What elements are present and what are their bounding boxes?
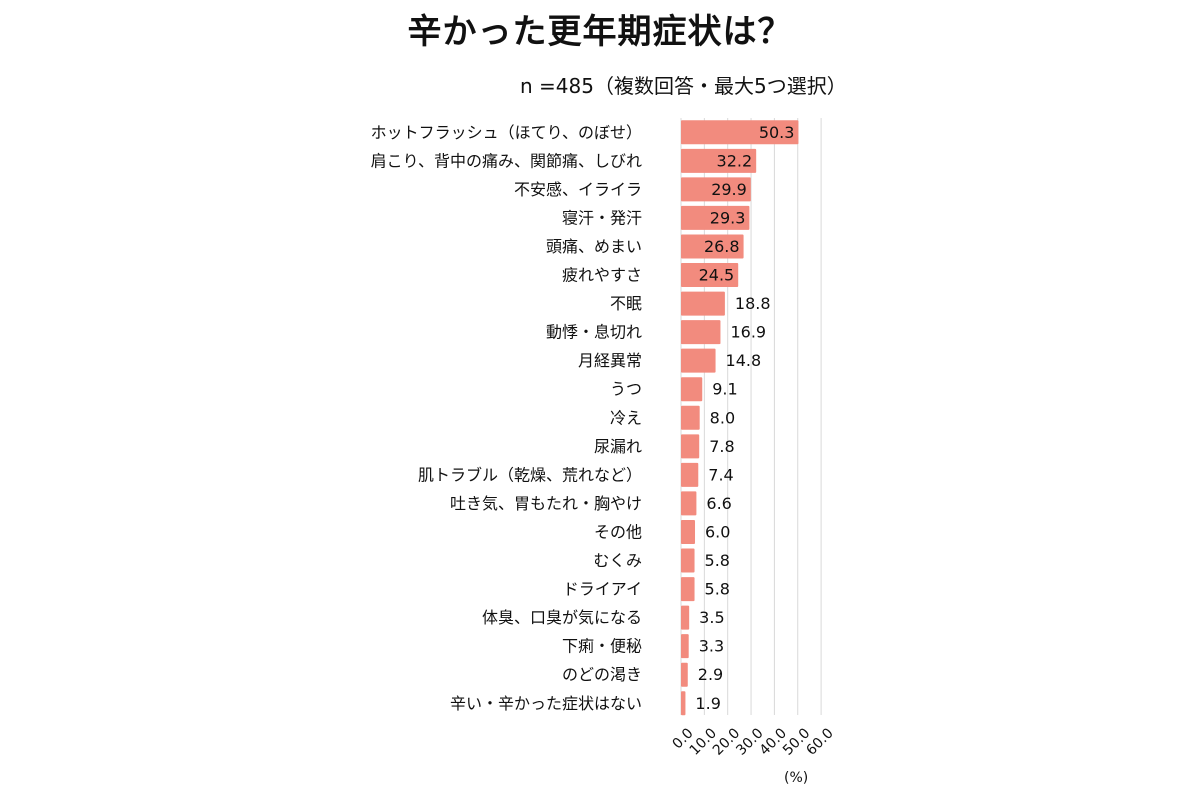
bar [681,634,689,659]
value-label: 9.1 [712,380,737,399]
value-label: 5.8 [705,580,730,599]
category-label: ホットフラッシュ（ほてり、のぼせ） [371,123,642,142]
bar [681,348,716,373]
bar [681,263,739,288]
value-label: 6.0 [705,522,730,541]
value-label: 1.9 [695,694,720,713]
bar [681,205,750,230]
bar [681,177,751,202]
category-label: むくみ [593,551,642,570]
value-label: 7.4 [708,465,733,484]
value-label: 3.3 [699,637,724,656]
bar [681,320,721,345]
value-label: 24.5 [699,266,735,285]
category-label: 疲れやすさ [562,266,642,285]
value-label: 5.8 [705,551,730,570]
category-label: 月経異常 [578,351,642,370]
value-label: 6.6 [706,494,731,513]
value-label: 32.2 [717,151,753,170]
value-label: 2.9 [698,665,723,684]
category-label: 吐き気、胃もたれ・胸やけ [450,494,642,513]
value-label: 26.8 [704,237,740,256]
bar [681,434,700,459]
bar [681,662,688,687]
bar [681,234,744,259]
bar [681,691,686,716]
category-label: 肌トラブル（乾燥、荒れなど） [418,465,642,484]
value-label: 16.9 [730,323,766,342]
value-label: 50.3 [759,123,795,142]
bar [681,605,690,630]
labels: 0.010.020.030.040.050.060.0ホットフラッシュ（ほてり、… [371,123,837,759]
value-label: 18.8 [735,294,771,313]
value-label: 14.8 [726,351,762,370]
chart-title: 辛かった更年期症状は？ [407,12,793,52]
category-label: のどの渇き [562,665,642,684]
category-label: 不安感、イライラ [514,180,642,199]
bar [681,120,799,145]
bar [681,148,757,173]
category-label: 不眠 [610,294,642,313]
x-tick-label: 60.0 [803,725,836,758]
category-label: 辛い・辛かった症状はない [450,694,642,713]
category-label: 尿漏れ [594,437,642,456]
bar [681,491,697,516]
bar [681,377,703,402]
value-label: 3.5 [699,608,724,627]
value-label: 7.8 [709,437,734,456]
bar [681,405,700,430]
category-label: ドライアイ [563,580,642,599]
category-label: うつ [610,380,642,399]
category-label: 寝汗・発汗 [562,208,642,227]
value-label: 29.9 [711,180,747,199]
category-label: 下痢・便秘 [562,637,642,656]
bar [681,291,725,316]
category-label: 冷え [610,408,642,427]
category-label: 体臭、口臭が気になる [482,608,642,627]
category-label: 肩こり、背中の痛み、関節痛、しびれ [371,151,642,170]
bar [681,548,695,573]
bar [681,462,699,487]
bar [681,519,696,544]
chart-subtitle: n =485（複数回答・最大5つ選択） [520,74,847,98]
bar [681,577,695,602]
category-label: その他 [594,522,642,541]
bars [681,120,799,716]
value-label: 29.3 [710,208,746,227]
category-label: 動悸・息切れ [546,323,642,342]
x-axis-label: (%) [784,770,809,786]
category-label: 頭痛、めまい [546,237,642,256]
value-label: 8.0 [710,408,735,427]
